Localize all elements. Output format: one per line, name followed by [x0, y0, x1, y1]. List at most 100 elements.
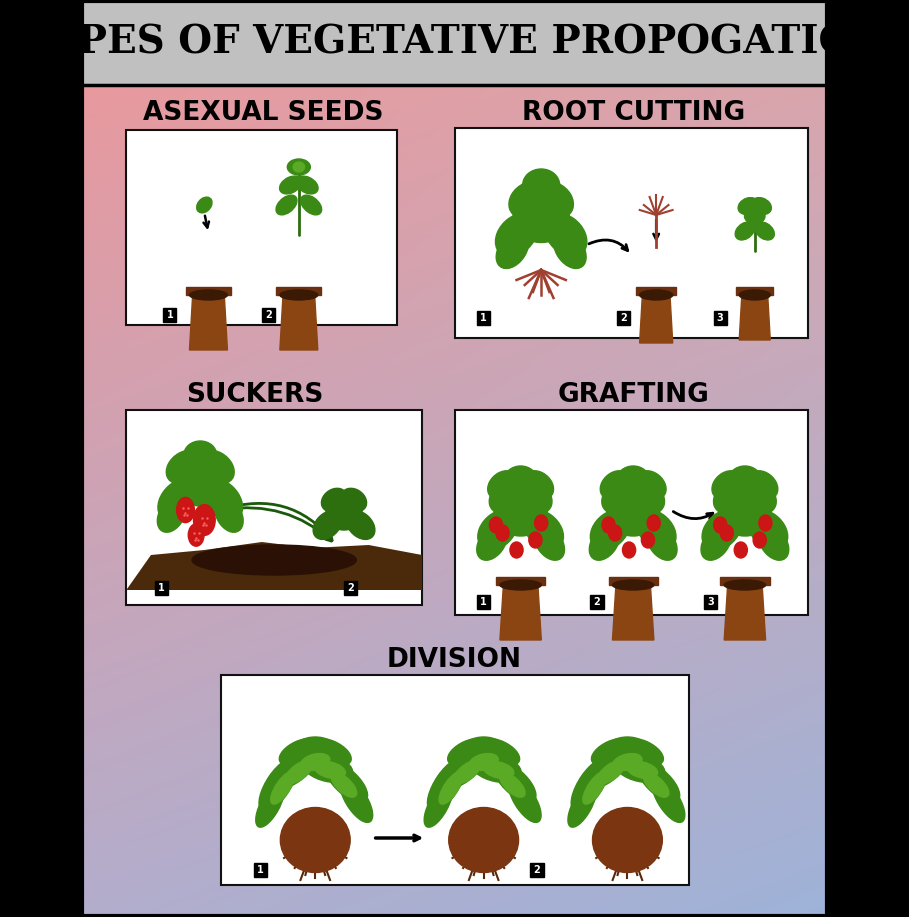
Ellipse shape: [744, 208, 765, 224]
Ellipse shape: [571, 758, 610, 812]
Ellipse shape: [751, 198, 772, 215]
Ellipse shape: [544, 214, 587, 257]
Polygon shape: [636, 287, 676, 295]
Ellipse shape: [509, 182, 549, 218]
Text: 2: 2: [265, 310, 272, 320]
Ellipse shape: [483, 761, 514, 779]
Ellipse shape: [701, 525, 731, 560]
Circle shape: [642, 532, 654, 548]
Bar: [126, 410, 422, 605]
Ellipse shape: [636, 510, 676, 550]
Bar: [164, 308, 176, 322]
Ellipse shape: [495, 214, 537, 257]
Text: DIVISION: DIVISION: [386, 647, 522, 673]
Ellipse shape: [174, 464, 227, 506]
Polygon shape: [185, 287, 231, 295]
Ellipse shape: [754, 222, 774, 240]
Ellipse shape: [192, 545, 356, 575]
PathPatch shape: [126, 542, 422, 590]
Ellipse shape: [273, 752, 316, 789]
Ellipse shape: [157, 498, 185, 532]
Ellipse shape: [464, 737, 504, 759]
Bar: [262, 308, 275, 322]
Ellipse shape: [194, 504, 215, 536]
Bar: [454, 128, 808, 338]
Ellipse shape: [647, 525, 677, 560]
Ellipse shape: [608, 737, 647, 759]
Ellipse shape: [276, 195, 297, 215]
Ellipse shape: [287, 159, 310, 175]
Ellipse shape: [504, 466, 537, 494]
Circle shape: [529, 532, 542, 548]
Ellipse shape: [600, 470, 630, 499]
Ellipse shape: [448, 738, 487, 766]
Ellipse shape: [534, 182, 574, 218]
Ellipse shape: [271, 772, 295, 804]
Circle shape: [496, 525, 509, 541]
Bar: [477, 311, 490, 325]
Bar: [531, 863, 544, 877]
Ellipse shape: [702, 510, 742, 550]
Bar: [344, 581, 357, 595]
Ellipse shape: [724, 580, 765, 590]
Ellipse shape: [613, 754, 642, 770]
Text: 2: 2: [534, 865, 541, 875]
Ellipse shape: [471, 754, 521, 782]
Ellipse shape: [739, 290, 770, 300]
Ellipse shape: [584, 752, 629, 789]
Ellipse shape: [524, 470, 554, 499]
Polygon shape: [608, 577, 658, 585]
Circle shape: [602, 517, 615, 533]
Ellipse shape: [259, 758, 297, 812]
Ellipse shape: [425, 783, 453, 827]
Ellipse shape: [513, 197, 570, 242]
Ellipse shape: [280, 808, 350, 872]
Circle shape: [510, 542, 523, 558]
Ellipse shape: [322, 489, 347, 512]
Ellipse shape: [325, 500, 363, 530]
Ellipse shape: [340, 778, 373, 823]
Polygon shape: [500, 585, 542, 640]
Ellipse shape: [449, 808, 518, 872]
Ellipse shape: [315, 761, 345, 779]
Text: 1: 1: [480, 597, 487, 607]
Bar: [591, 595, 604, 609]
Ellipse shape: [758, 525, 789, 560]
Ellipse shape: [714, 480, 752, 514]
Bar: [81, 0, 828, 85]
Bar: [254, 863, 267, 877]
Ellipse shape: [280, 290, 318, 300]
Bar: [221, 675, 689, 885]
Polygon shape: [280, 295, 318, 350]
Ellipse shape: [454, 760, 481, 784]
Ellipse shape: [293, 162, 305, 172]
Ellipse shape: [301, 195, 322, 215]
Polygon shape: [496, 577, 545, 585]
Ellipse shape: [441, 752, 485, 789]
Ellipse shape: [600, 746, 647, 774]
Ellipse shape: [331, 773, 356, 797]
Ellipse shape: [636, 470, 666, 499]
Ellipse shape: [640, 290, 673, 300]
Circle shape: [647, 515, 660, 531]
Ellipse shape: [728, 466, 762, 494]
Bar: [155, 581, 168, 595]
Ellipse shape: [296, 176, 318, 193]
Ellipse shape: [644, 773, 669, 797]
Circle shape: [734, 542, 747, 558]
Ellipse shape: [589, 525, 620, 560]
Ellipse shape: [616, 466, 650, 494]
Ellipse shape: [312, 738, 351, 766]
Ellipse shape: [313, 511, 342, 539]
Polygon shape: [739, 295, 770, 340]
Ellipse shape: [748, 470, 778, 499]
Ellipse shape: [489, 480, 527, 514]
Ellipse shape: [583, 772, 606, 804]
Ellipse shape: [735, 222, 754, 240]
Ellipse shape: [488, 470, 517, 499]
Circle shape: [714, 517, 727, 533]
Ellipse shape: [626, 480, 664, 514]
Ellipse shape: [189, 290, 227, 300]
Text: 1: 1: [158, 583, 165, 593]
Ellipse shape: [718, 494, 772, 536]
